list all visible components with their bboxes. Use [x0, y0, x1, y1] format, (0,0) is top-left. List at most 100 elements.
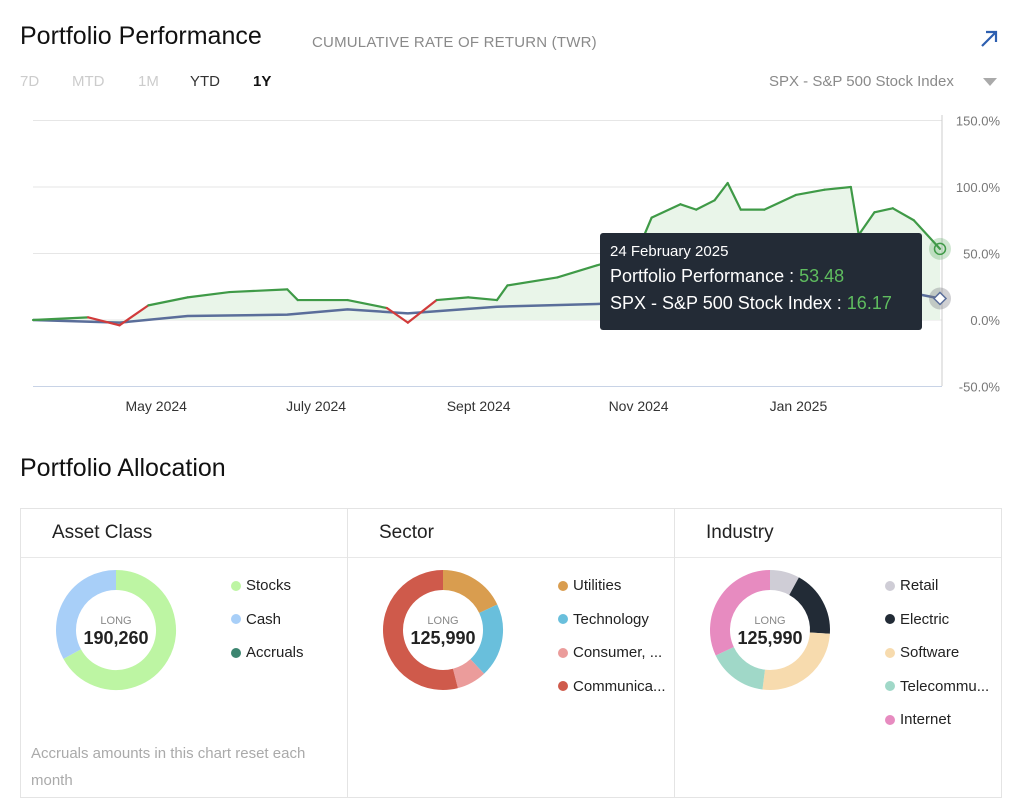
legend-dot-icon [885, 580, 895, 591]
legend: Retail Electric Software Telecommu... Intern… [885, 569, 989, 737]
chart-tooltip: 24 February 2025 Portfolio Performance :… [600, 233, 922, 330]
legend-label: Telecommu... [900, 677, 990, 695]
range-mtd[interactable]: MTD [72, 73, 105, 90]
legend: Utilities Technology Consumer, ... Communic… [558, 569, 666, 703]
portfolio-line-segment [726, 181, 742, 211]
portfolio-line-segment [695, 199, 716, 211]
legend-dot-icon [558, 580, 568, 591]
legend-dot-icon [885, 614, 895, 625]
donut-slice-internet[interactable] [710, 570, 771, 656]
donut-slice-stocks[interactable] [63, 570, 176, 690]
tooltip-portfolio-label: Portfolio Performance : [610, 266, 800, 286]
portfolio-line-segment [679, 203, 698, 211]
panel-title: Asset Class [21, 509, 347, 558]
benchmark-select[interactable]: SPX - S&P 500 Stock Index [769, 73, 954, 90]
range-1m[interactable]: 1M [138, 73, 159, 90]
donut-chart [383, 570, 503, 690]
tooltip-portfolio-value: 53.48 [799, 266, 845, 286]
portfolio-line-segment [794, 188, 826, 197]
portfolio-line-segment [186, 290, 231, 299]
panel-sector: Sector LONG 125,990 Utilities Technology Co… [348, 509, 675, 797]
legend-item[interactable]: Consumer, ... [558, 636, 666, 670]
legend-dot-icon [558, 681, 568, 692]
arrow-up-right-icon[interactable] [978, 28, 1000, 50]
allocation-panels: Asset Class LONG 190,260 Stocks Cash Accrua… [20, 508, 1002, 798]
portfolio-line-segment [763, 193, 797, 211]
allocation-title: Portfolio Allocation [20, 454, 226, 482]
portfolio-line-segment [650, 203, 682, 219]
legend-label: Accruals [246, 644, 304, 662]
legend-item[interactable]: Electric [885, 603, 989, 637]
legend-item[interactable]: Cash [231, 603, 304, 637]
legend-item[interactable]: Telecommu... [885, 670, 989, 704]
donut-slice-telecommu[interactable] [715, 646, 766, 690]
portfolio-line-segment [118, 304, 150, 327]
portfolio-line-segment [286, 288, 299, 302]
portfolio-line-segment [86, 316, 121, 327]
donut-chart [56, 570, 176, 690]
legend-dot-icon [885, 681, 895, 692]
legend-dot-icon [231, 647, 241, 658]
legend-label: Internet [900, 711, 951, 729]
portfolio-line-segment [495, 284, 509, 302]
portfolio-line-segment [849, 185, 860, 236]
legend-item[interactable]: Utilities [558, 569, 666, 603]
portfolio-line-segment [873, 207, 894, 214]
legend-item[interactable]: Internet [885, 703, 989, 737]
spx-point-marker[interactable] [932, 291, 948, 306]
donut-center-label: LONG [100, 615, 132, 627]
page-subtitle: CUMULATIVE RATE OF RETURN (TWR) [312, 34, 597, 51]
y-tick-label: -50.0% [959, 380, 1001, 395]
donut-slice-utilities[interactable] [442, 570, 498, 614]
range-1y[interactable]: 1Y [253, 73, 272, 90]
donut-slice-electric[interactable] [788, 577, 830, 634]
donut-slice-software[interactable] [762, 632, 830, 690]
range-7d[interactable]: 7D [20, 73, 40, 90]
y-tick-label: 150.0% [956, 114, 1001, 129]
portfolio-line-segment [713, 181, 729, 202]
tooltip-date: 24 February 2025 [610, 243, 729, 260]
legend-item[interactable]: Technology [558, 603, 666, 637]
legend: Stocks Cash Accruals [231, 569, 304, 670]
portfolio-line-segment [467, 296, 499, 302]
range-ytd[interactable]: YTD [190, 73, 220, 90]
legend-dot-icon [231, 614, 241, 625]
donut-slice-communica[interactable] [383, 570, 458, 690]
legend-dot-icon [885, 647, 895, 658]
panel-industry: Industry LONG 125,990 Retail Electric Softw… [675, 509, 1001, 797]
donut-chart [710, 570, 830, 690]
donut-slice-retail[interactable] [769, 570, 799, 596]
portfolio-line-segment [406, 298, 438, 324]
x-tick-label: May 2024 [125, 398, 187, 414]
portfolio-hover-halo [929, 237, 951, 260]
donut-slice-technology[interactable] [470, 604, 503, 674]
donut-center-label: LONG [427, 615, 459, 627]
legend-dot-icon [558, 614, 568, 625]
portfolio-line-segment [912, 219, 942, 250]
legend-item[interactable]: Accruals [231, 636, 304, 670]
legend-item[interactable]: Stocks [231, 569, 304, 603]
x-tick-label: July 2024 [286, 398, 346, 414]
portfolio-point-marker[interactable] [933, 242, 947, 256]
page-title: Portfolio Performance [20, 22, 262, 50]
legend-label: Consumer, ... [573, 644, 663, 662]
x-tick-label: Sept 2024 [447, 398, 511, 414]
chevron-down-icon[interactable] [983, 78, 997, 86]
legend-item[interactable]: Software [885, 636, 989, 670]
legend-label: Utilities [573, 577, 622, 595]
tooltip-spx-value: 16.17 [846, 293, 892, 313]
legend-item[interactable]: Communica... [558, 670, 666, 704]
legend-label: Cash [246, 610, 282, 628]
x-tick-label: Jan 2025 [770, 398, 828, 414]
donut-slice-cash[interactable] [56, 570, 117, 659]
portfolio-line-segment [346, 298, 388, 310]
portfolio-line-segment [823, 185, 852, 191]
donut-slice-consumer[interactable] [452, 658, 485, 689]
y-tick-label: 50.0% [963, 247, 1000, 262]
portfolio-line-segment [228, 288, 289, 294]
legend-dot-icon [885, 714, 895, 725]
portfolio-line-segment [31, 316, 90, 322]
portfolio-line-segment [506, 276, 559, 287]
legend-item[interactable]: Retail [885, 569, 989, 603]
portfolio-line-segment [857, 211, 876, 236]
